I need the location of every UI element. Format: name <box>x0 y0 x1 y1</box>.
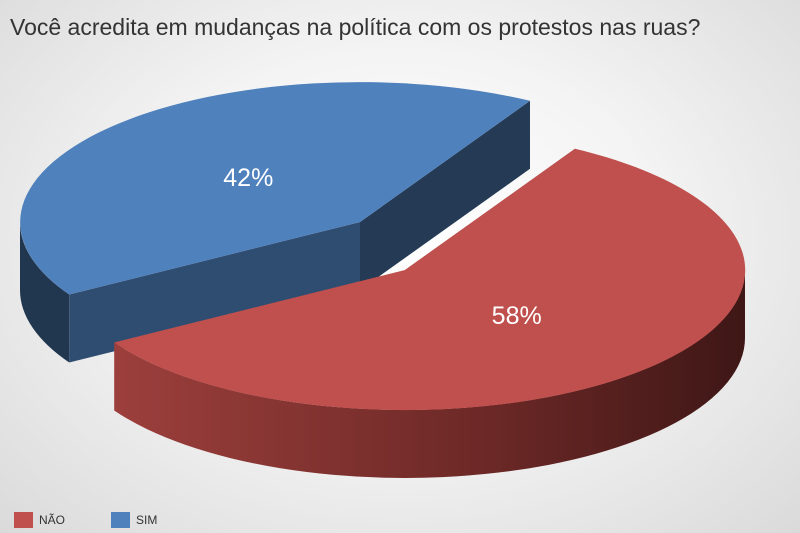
slice-nao: 58% <box>114 148 746 478</box>
slice-top-nao <box>114 148 746 411</box>
legend-swatch-nao <box>14 512 33 528</box>
legend: NÃO SIM <box>14 512 203 528</box>
legend-item-nao: NÃO <box>14 512 65 528</box>
chart-title: Você acredita em mudanças na política co… <box>10 14 701 40</box>
slice-side-nao <box>114 270 745 478</box>
slice-top-sim <box>20 82 531 295</box>
legend-item-sim: SIM <box>111 512 157 528</box>
slice-face-sim-0 <box>69 222 360 363</box>
slice-side-sim <box>20 222 70 363</box>
slice-sim: 42% <box>20 82 531 363</box>
legend-label-nao: NÃO <box>39 513 66 527</box>
legend-label-sim: SIM <box>136 513 158 527</box>
data-label-sim: 42% <box>223 164 273 192</box>
slice-face-sim-1 <box>360 100 530 290</box>
legend-swatch-sim <box>111 512 131 528</box>
data-label-nao: 58% <box>492 302 542 330</box>
